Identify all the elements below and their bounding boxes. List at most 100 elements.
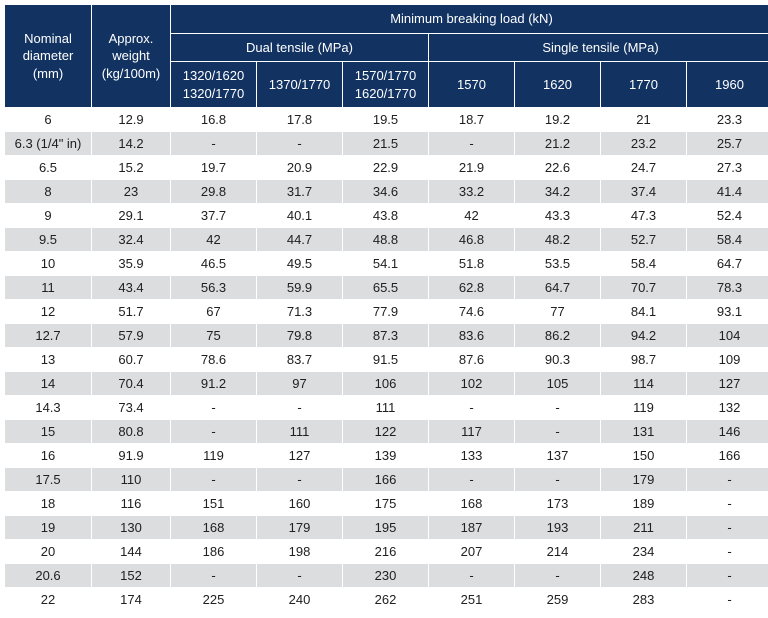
table-cell: 225 (171, 588, 256, 611)
table-cell: 93.1 (687, 300, 768, 323)
table-cell: 179 (601, 468, 686, 491)
table-cell: 54.1 (343, 252, 428, 275)
table-cell: 22.9 (343, 156, 428, 179)
table-cell: 9 (5, 204, 91, 227)
table-cell: 29.8 (171, 180, 256, 203)
table-cell: 64.7 (687, 252, 768, 275)
table-cell: 189 (601, 492, 686, 515)
table-cell: - (171, 396, 256, 419)
table-row: 6.3 (1/4" in)14.2--21.5-21.223.225.7 (5, 132, 768, 155)
table-cell: - (171, 564, 256, 587)
table-row: 1470.491.297106102105114127 (5, 372, 768, 395)
table-cell: 116 (92, 492, 170, 515)
table-cell: 198 (257, 540, 342, 563)
table-cell: 114 (601, 372, 686, 395)
table-cell: 84.1 (601, 300, 686, 323)
table-cell: 14.3 (5, 396, 91, 419)
col-dual-0: 1320/16201320/1770 (171, 62, 256, 107)
table-cell: 83.7 (257, 348, 342, 371)
table-cell: 168 (429, 492, 514, 515)
table-cell: 12.7 (5, 324, 91, 347)
table-cell: 283 (601, 588, 686, 611)
table-cell: 14.2 (92, 132, 170, 155)
table-cell: - (257, 132, 342, 155)
table-cell: 259 (515, 588, 600, 611)
table-cell: 75 (171, 324, 256, 347)
table-cell: 98.7 (601, 348, 686, 371)
table-cell: 44.7 (257, 228, 342, 251)
table-cell: 19.5 (343, 108, 428, 131)
table-cell: 10 (5, 252, 91, 275)
table-cell: 24.7 (601, 156, 686, 179)
table-cell: 25.7 (687, 132, 768, 155)
table-row: 22174225240262251259283- (5, 588, 768, 611)
table-row: 9.532.44244.748.846.848.252.758.4 (5, 228, 768, 251)
table-cell: 17.5 (5, 468, 91, 491)
table-cell: 70.7 (601, 276, 686, 299)
table-cell: 23 (92, 180, 170, 203)
table-cell: 119 (171, 444, 256, 467)
table-row: 19130168179195187193211- (5, 516, 768, 539)
col-single-3: 1960 (687, 62, 768, 107)
table-cell: 240 (257, 588, 342, 611)
table-cell: 8 (5, 180, 91, 203)
table-cell: 51.7 (92, 300, 170, 323)
table-cell: - (687, 492, 768, 515)
table-cell: 40.1 (257, 204, 342, 227)
col-single-2: 1770 (601, 62, 686, 107)
table-cell: 150 (601, 444, 686, 467)
table-cell: 19.7 (171, 156, 256, 179)
table-cell: 20 (5, 540, 91, 563)
table-cell: 91.2 (171, 372, 256, 395)
table-cell: 48.8 (343, 228, 428, 251)
col-dual-2: 1570/17701620/1770 (343, 62, 428, 107)
table-cell: 186 (171, 540, 256, 563)
table-cell: 111 (343, 396, 428, 419)
table-cell: 91.5 (343, 348, 428, 371)
table-cell: 216 (343, 540, 428, 563)
table-cell: - (687, 588, 768, 611)
table-cell: 179 (257, 516, 342, 539)
table-cell: 214 (515, 540, 600, 563)
table-cell: 122 (343, 420, 428, 443)
table-cell: 131 (601, 420, 686, 443)
table-cell: 70.4 (92, 372, 170, 395)
table-cell: - (429, 564, 514, 587)
table-cell: 18 (5, 492, 91, 515)
table-cell: 146 (687, 420, 768, 443)
table-cell: 119 (601, 396, 686, 419)
table-cell: 43.4 (92, 276, 170, 299)
table-cell: 160 (257, 492, 342, 515)
table-cell: 211 (601, 516, 686, 539)
col-group-mbl: Minimum breaking load (kN) (171, 5, 768, 33)
table-cell: 175 (343, 492, 428, 515)
table-cell: 42 (171, 228, 256, 251)
table-cell: 144 (92, 540, 170, 563)
table-cell: 80.8 (92, 420, 170, 443)
col-group-dual-tensile: Dual tensile (MPa) (171, 34, 428, 62)
table-cell: 87.6 (429, 348, 514, 371)
table-row: 1691.9119127139133137150166 (5, 444, 768, 467)
table-cell: - (257, 564, 342, 587)
table-cell: 166 (343, 468, 428, 491)
table-cell: 230 (343, 564, 428, 587)
table-cell: 151 (171, 492, 256, 515)
table-cell: - (687, 468, 768, 491)
table-cell: 64.7 (515, 276, 600, 299)
table-cell: 79.8 (257, 324, 342, 347)
breaking-load-table: Nominaldiameter(mm) Approx.weight(kg/100… (4, 4, 768, 612)
table-cell: 168 (171, 516, 256, 539)
table-cell: 21.9 (429, 156, 514, 179)
table-cell: 57.9 (92, 324, 170, 347)
table-row: 18116151160175168173189- (5, 492, 768, 515)
table-cell: 90.3 (515, 348, 600, 371)
table-cell: - (171, 468, 256, 491)
table-cell: 102 (429, 372, 514, 395)
table-cell: 251 (429, 588, 514, 611)
table-cell: 52.7 (601, 228, 686, 251)
table-cell: 46.5 (171, 252, 256, 275)
table-cell: 23.3 (687, 108, 768, 131)
table-cell: 106 (343, 372, 428, 395)
table-header: Nominaldiameter(mm) Approx.weight(kg/100… (5, 5, 768, 107)
table-cell: 35.9 (92, 252, 170, 275)
